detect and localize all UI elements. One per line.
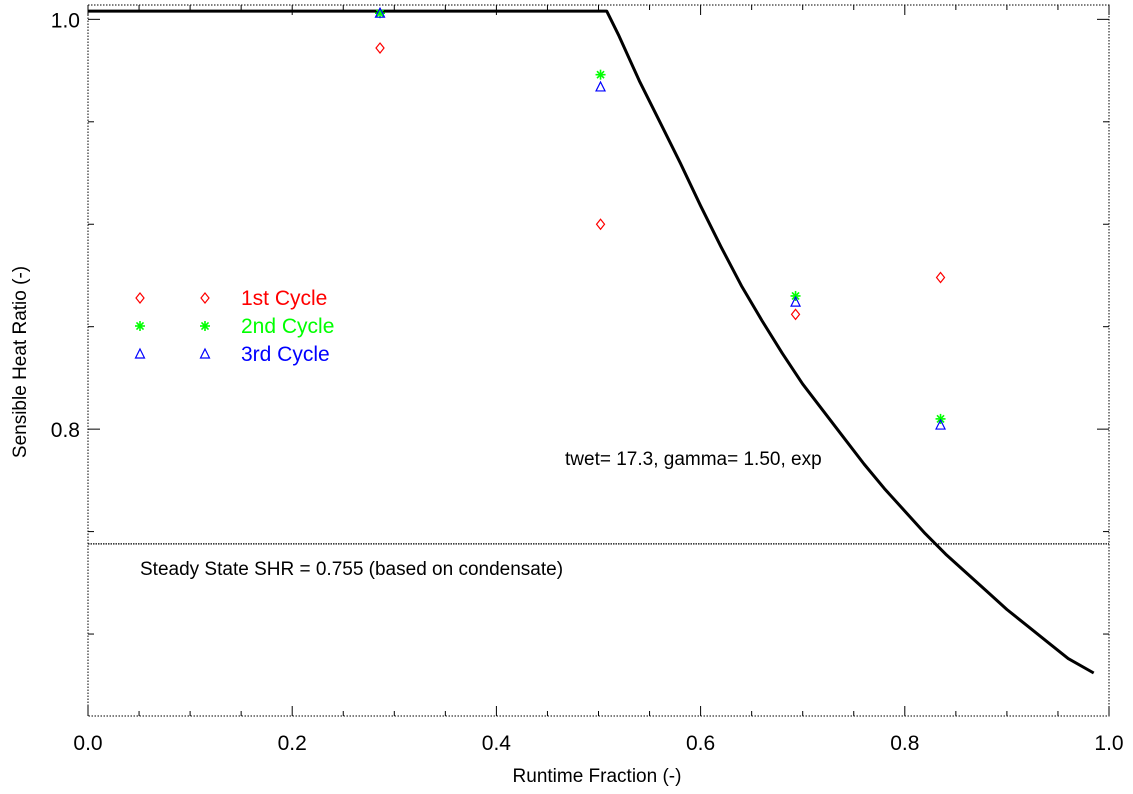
data-point-stroke [375, 9, 385, 18]
data-point [790, 308, 801, 321]
y-tick-label: 1.0 [51, 9, 80, 32]
x-tick-label: 0.0 [73, 732, 102, 755]
legend: 1st Cycle 2nd Cycle 3rd Cycle [134, 287, 334, 366]
legend-label: 2nd Cycle [241, 315, 334, 338]
legend-marker [134, 347, 146, 359]
chart-text: Runtime Fraction (-) Sensible Heat Ratio… [10, 266, 822, 787]
y-tick-label: 0.8 [51, 419, 80, 442]
legend-label: 1st Cycle [241, 287, 327, 310]
legend-marker [135, 321, 145, 331]
legend-marker-stroke [200, 321, 210, 331]
data-point [595, 80, 607, 92]
data-point [374, 6, 386, 18]
data-points [374, 6, 947, 430]
data-point [935, 418, 947, 430]
data-point [375, 8, 386, 19]
legend-marker [199, 347, 211, 359]
x-tick-label: 0.4 [482, 732, 512, 755]
legend-marker [200, 321, 210, 331]
plot-lines [88, 9, 1109, 675]
legend-marker [135, 292, 145, 304]
model-curve [88, 9, 1095, 675]
legend-marker-stroke [135, 321, 145, 331]
steady-state-annotation: Steady State SHR = 0.755 (based on conde… [140, 559, 563, 580]
data-point [375, 42, 385, 54]
curve-annotation: twet= 17.3, gamma= 1.50, exp [565, 449, 822, 470]
data-point [595, 218, 606, 231]
x-tick-label: 0.6 [686, 732, 715, 755]
x-tick-label: 0.8 [890, 732, 919, 755]
axes: 0.0 0.2 0.4 0.6 0.8 1.0 0.8 1.0 [51, 4, 1124, 755]
x-axis-title: Runtime Fraction (-) [513, 766, 682, 787]
data-point [935, 271, 946, 284]
data-point [595, 69, 606, 80]
x-tick-label: 1.0 [1094, 732, 1123, 755]
x-tick-label: 0.2 [278, 732, 307, 755]
data-point [790, 295, 802, 307]
y-axis-title: Sensible Heat Ratio (-) [10, 266, 31, 458]
data-point-stroke [596, 70, 605, 79]
legend-label: 3rd Cycle [241, 343, 330, 366]
legend-marker [200, 292, 210, 304]
